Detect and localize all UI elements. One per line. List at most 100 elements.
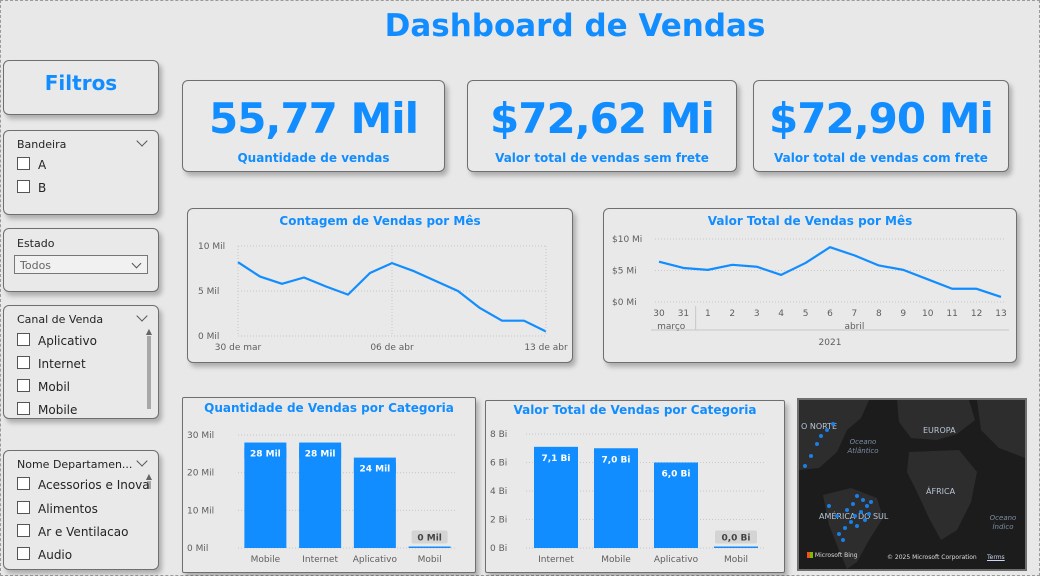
bing-label: Microsoft Bing: [814, 552, 858, 559]
x-tick-label: 11: [946, 309, 957, 319]
scroll-up-icon[interactable]: ▲: [145, 327, 152, 336]
map-dot: [869, 500, 873, 504]
y-tick-label: 5 Mil: [198, 287, 219, 297]
map-dot: [855, 494, 859, 498]
map-dot: [863, 518, 867, 522]
data-label-box: [715, 530, 757, 544]
chevron-down-icon[interactable]: [136, 455, 148, 467]
departamento-option-label: Audio: [38, 548, 73, 562]
checkbox-icon[interactable]: [17, 157, 30, 170]
x-tick-label: 13 de abr: [524, 343, 568, 353]
data-label-box: [353, 461, 396, 475]
canal-option[interactable]: Mobile: [17, 402, 77, 417]
map-ocean-atlantic: Oceano Atlântico: [847, 438, 879, 455]
map-dot: [851, 502, 855, 506]
map-ocean-indian: Oceano Índico: [989, 514, 1017, 531]
data-label-box: [411, 530, 448, 544]
departamento-scrollbar[interactable]: [147, 481, 151, 489]
bar: [408, 546, 451, 548]
x-tick-label: 06 de abr: [370, 343, 414, 353]
map-dot: [861, 498, 865, 502]
map-dot: [835, 514, 839, 518]
data-label: 28 Mil: [305, 450, 336, 460]
checkbox-icon[interactable]: [17, 356, 30, 369]
bar-chart-valor: Valor Total de Vendas por Categoria 0 Bi…: [485, 400, 785, 573]
bandeira-option-a[interactable]: A: [17, 157, 46, 172]
line-chart-contagem-plot: 0 Mil 5 Mil 10 Mil 30 de mar 06 de abr 13 de …: [198, 242, 568, 353]
estado-dropdown-value: Todos: [20, 259, 52, 272]
x-tick-label: Mobil: [724, 555, 748, 565]
canal-scrollbar[interactable]: [147, 336, 151, 409]
series-line: [237, 261, 547, 333]
bandeira-slicer-label: Bandeira: [17, 138, 67, 151]
estado-slicer-label: Estado: [17, 237, 55, 250]
departamento-option[interactable]: Alimentos: [17, 501, 98, 516]
scroll-up-icon[interactable]: ▲: [145, 472, 152, 481]
departamento-option[interactable]: Audio: [17, 547, 72, 562]
estado-dropdown[interactable]: Todos: [14, 255, 148, 274]
checkbox-icon[interactable]: [17, 547, 30, 560]
departamento-option-label: Ar e Ventilacao: [38, 525, 129, 539]
chart-title: Valor Total de Vendas por Categoria: [513, 403, 757, 417]
y-tick-label: 30 Mil: [187, 431, 214, 441]
map-dot: [867, 512, 871, 516]
data-label: 6,0 Bi: [661, 470, 690, 480]
chevron-down-icon[interactable]: [136, 310, 148, 322]
bandeira-slicer: Bandeira A B: [3, 130, 159, 215]
checkbox-icon[interactable]: [17, 501, 30, 514]
canal-option[interactable]: Mobil: [17, 379, 70, 394]
x-tick-label: 2: [729, 309, 735, 319]
y-tick-label: $0 Mi: [612, 298, 637, 308]
canal-option[interactable]: Internet: [17, 356, 86, 371]
checkbox-icon[interactable]: [17, 477, 30, 490]
microsoft-logo-icon: [807, 552, 813, 558]
bing-logo: Microsoft Bing: [807, 552, 858, 559]
x-tick-label: 10: [922, 309, 934, 319]
map-dot: [827, 504, 831, 508]
map-label-europe: EUROPA: [923, 426, 956, 435]
checkbox-icon[interactable]: [17, 402, 30, 415]
departamento-slicer-label: Nome Departamen...: [17, 458, 133, 471]
x-tick-label: Mobile: [601, 555, 631, 565]
bandeira-option-b[interactable]: B: [17, 180, 46, 195]
y-tick-label: 10 Mil: [198, 242, 225, 252]
map-dot: [865, 504, 869, 508]
departamento-option[interactable]: Ar e Ventilacao: [17, 524, 128, 539]
bandeira-option-label: A: [38, 158, 47, 172]
y-tick-label: $10 Mi: [612, 235, 642, 245]
map-dot: [815, 442, 819, 446]
canal-option-label: Mobile: [38, 403, 78, 417]
map-dot: [849, 520, 853, 524]
map-dot: [809, 454, 813, 458]
kpi-card-valor-sem-frete: $72,62 Mi Valor total de vendas sem fret…: [467, 80, 737, 172]
checkbox-icon[interactable]: [17, 524, 30, 537]
map-dots: [803, 422, 873, 542]
y-tick-label: 2 Bi: [490, 516, 507, 526]
canal-option[interactable]: Aplicativo: [17, 333, 97, 348]
chart-title: Quantidade de Vendas por Categoria: [204, 401, 454, 415]
map-terms-link[interactable]: Terms: [987, 554, 1005, 561]
checkbox-icon[interactable]: [17, 180, 30, 193]
chevron-down-icon[interactable]: [136, 135, 148, 147]
data-label-box: [655, 466, 697, 480]
checkbox-icon[interactable]: [17, 333, 30, 346]
x-tick-label: Mobil: [418, 555, 442, 565]
map-dot: [853, 514, 857, 518]
map-dot: [803, 464, 807, 468]
y-tick-label: 10 Mil: [187, 506, 214, 516]
map-dot: [837, 532, 841, 536]
data-label: 0,0 Bi: [721, 534, 750, 544]
checkbox-icon[interactable]: [17, 379, 30, 392]
x-tick-label: 8: [876, 309, 882, 319]
sales-map[interactable]: O NORTE EUROPA ÁFRICA AMÉRICA DO SUL Oce…: [797, 398, 1027, 571]
data-label-box: [299, 446, 342, 460]
kpi-card-valor-com-frete: $72,90 Mi Valor total de vendas com fret…: [753, 80, 1009, 172]
canal-option-label: Internet: [38, 357, 86, 371]
data-label: 28 Mil: [250, 450, 281, 460]
kpi-label: Valor total de vendas com frete: [774, 151, 988, 165]
filters-title: Filtros: [44, 71, 118, 95]
y-tick-label: 0 Mil: [198, 332, 219, 342]
data-label-box: [595, 452, 637, 466]
departamento-option[interactable]: Acessorios e Inova...: [17, 477, 149, 492]
x-tick-label: 13: [995, 309, 1006, 319]
